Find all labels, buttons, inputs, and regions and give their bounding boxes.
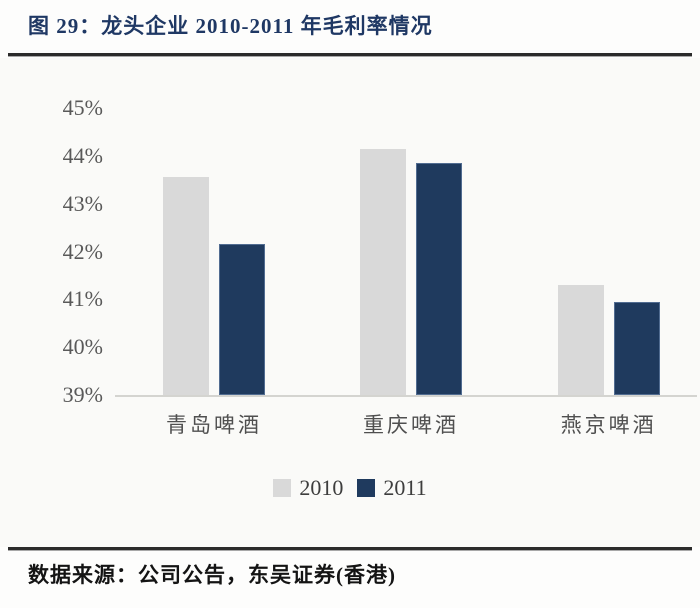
bar-2011-category-0 — [219, 244, 265, 395]
x-axis-label-2: 燕京啤酒 — [560, 413, 657, 437]
bar-2011-category-2 — [613, 301, 660, 395]
x-axis-line — [115, 395, 697, 397]
legend-swatch-2011 — [357, 479, 376, 497]
figure-title: 图 29：龙头企业 2010-2011 年毛利率情况 — [28, 14, 433, 38]
y-axis-tick-43pct: 43% — [62, 190, 103, 216]
legend-item-2010: 2010 — [273, 475, 343, 501]
bar-2010-category-0 — [163, 177, 209, 395]
legend-label-2011: 2011 — [383, 475, 427, 500]
legend-label-2010: 2010 — [299, 475, 344, 500]
bar-chart: 45% 44% 43% 42% 41% 40% 39% 青岛啤酒 重庆啤酒 燕京啤酒 2010 2… — [0, 58, 700, 547]
legend-item-2011: 2011 — [357, 475, 427, 501]
legend-swatch-2010 — [273, 479, 292, 497]
y-axis-tick-44pct: 44% — [62, 142, 103, 168]
bar-2010-category-1 — [360, 148, 406, 395]
x-axis-label-0: 青岛啤酒 — [166, 413, 262, 437]
footer-divider-rule — [8, 547, 692, 551]
bar-2010-category-2 — [557, 284, 604, 395]
data-source-text: 数据来源：公司公告，东吴证券(香港) — [28, 563, 396, 587]
x-axis-label-1: 重庆啤酒 — [363, 413, 459, 437]
chart-legend: 2010 2011 — [0, 475, 700, 501]
y-axis-tick-41pct: 41% — [62, 286, 103, 312]
y-axis-tick-39pct: 39% — [62, 382, 103, 407]
y-axis-tick-45pct: 45% — [62, 95, 103, 121]
title-divider-rule — [8, 53, 692, 57]
y-axis-tick-40pct: 40% — [62, 334, 103, 360]
bar-2011-category-1 — [416, 163, 462, 395]
y-axis-tick-42pct: 42% — [62, 238, 103, 264]
